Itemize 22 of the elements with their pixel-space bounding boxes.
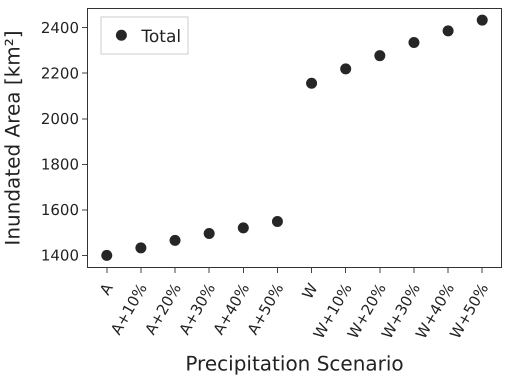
point [272, 216, 283, 227]
point [101, 250, 112, 261]
point [408, 36, 420, 48]
x-axis-title: Precipitation Scenario [185, 351, 404, 376]
y-tick-label: 1800 [40, 156, 79, 174]
point [442, 25, 454, 36]
y-tick-label: 2200 [40, 64, 79, 82]
x-tick-label: A [96, 280, 118, 298]
y-tick-label: 1400 [40, 246, 79, 265]
point [306, 78, 318, 89]
point [135, 242, 146, 254]
point [170, 234, 181, 246]
point [340, 63, 352, 74]
y-axis-title: Inundated Area [km²] [0, 30, 24, 246]
y-tick-label: 1600 [40, 201, 79, 220]
point [204, 228, 215, 240]
legend-label: Total [140, 26, 182, 47]
point [238, 222, 249, 234]
y-tick-label: 2400 [40, 18, 79, 37]
y-tick-label: 2000 [40, 110, 79, 128]
point [476, 14, 488, 26]
point [374, 50, 386, 62]
